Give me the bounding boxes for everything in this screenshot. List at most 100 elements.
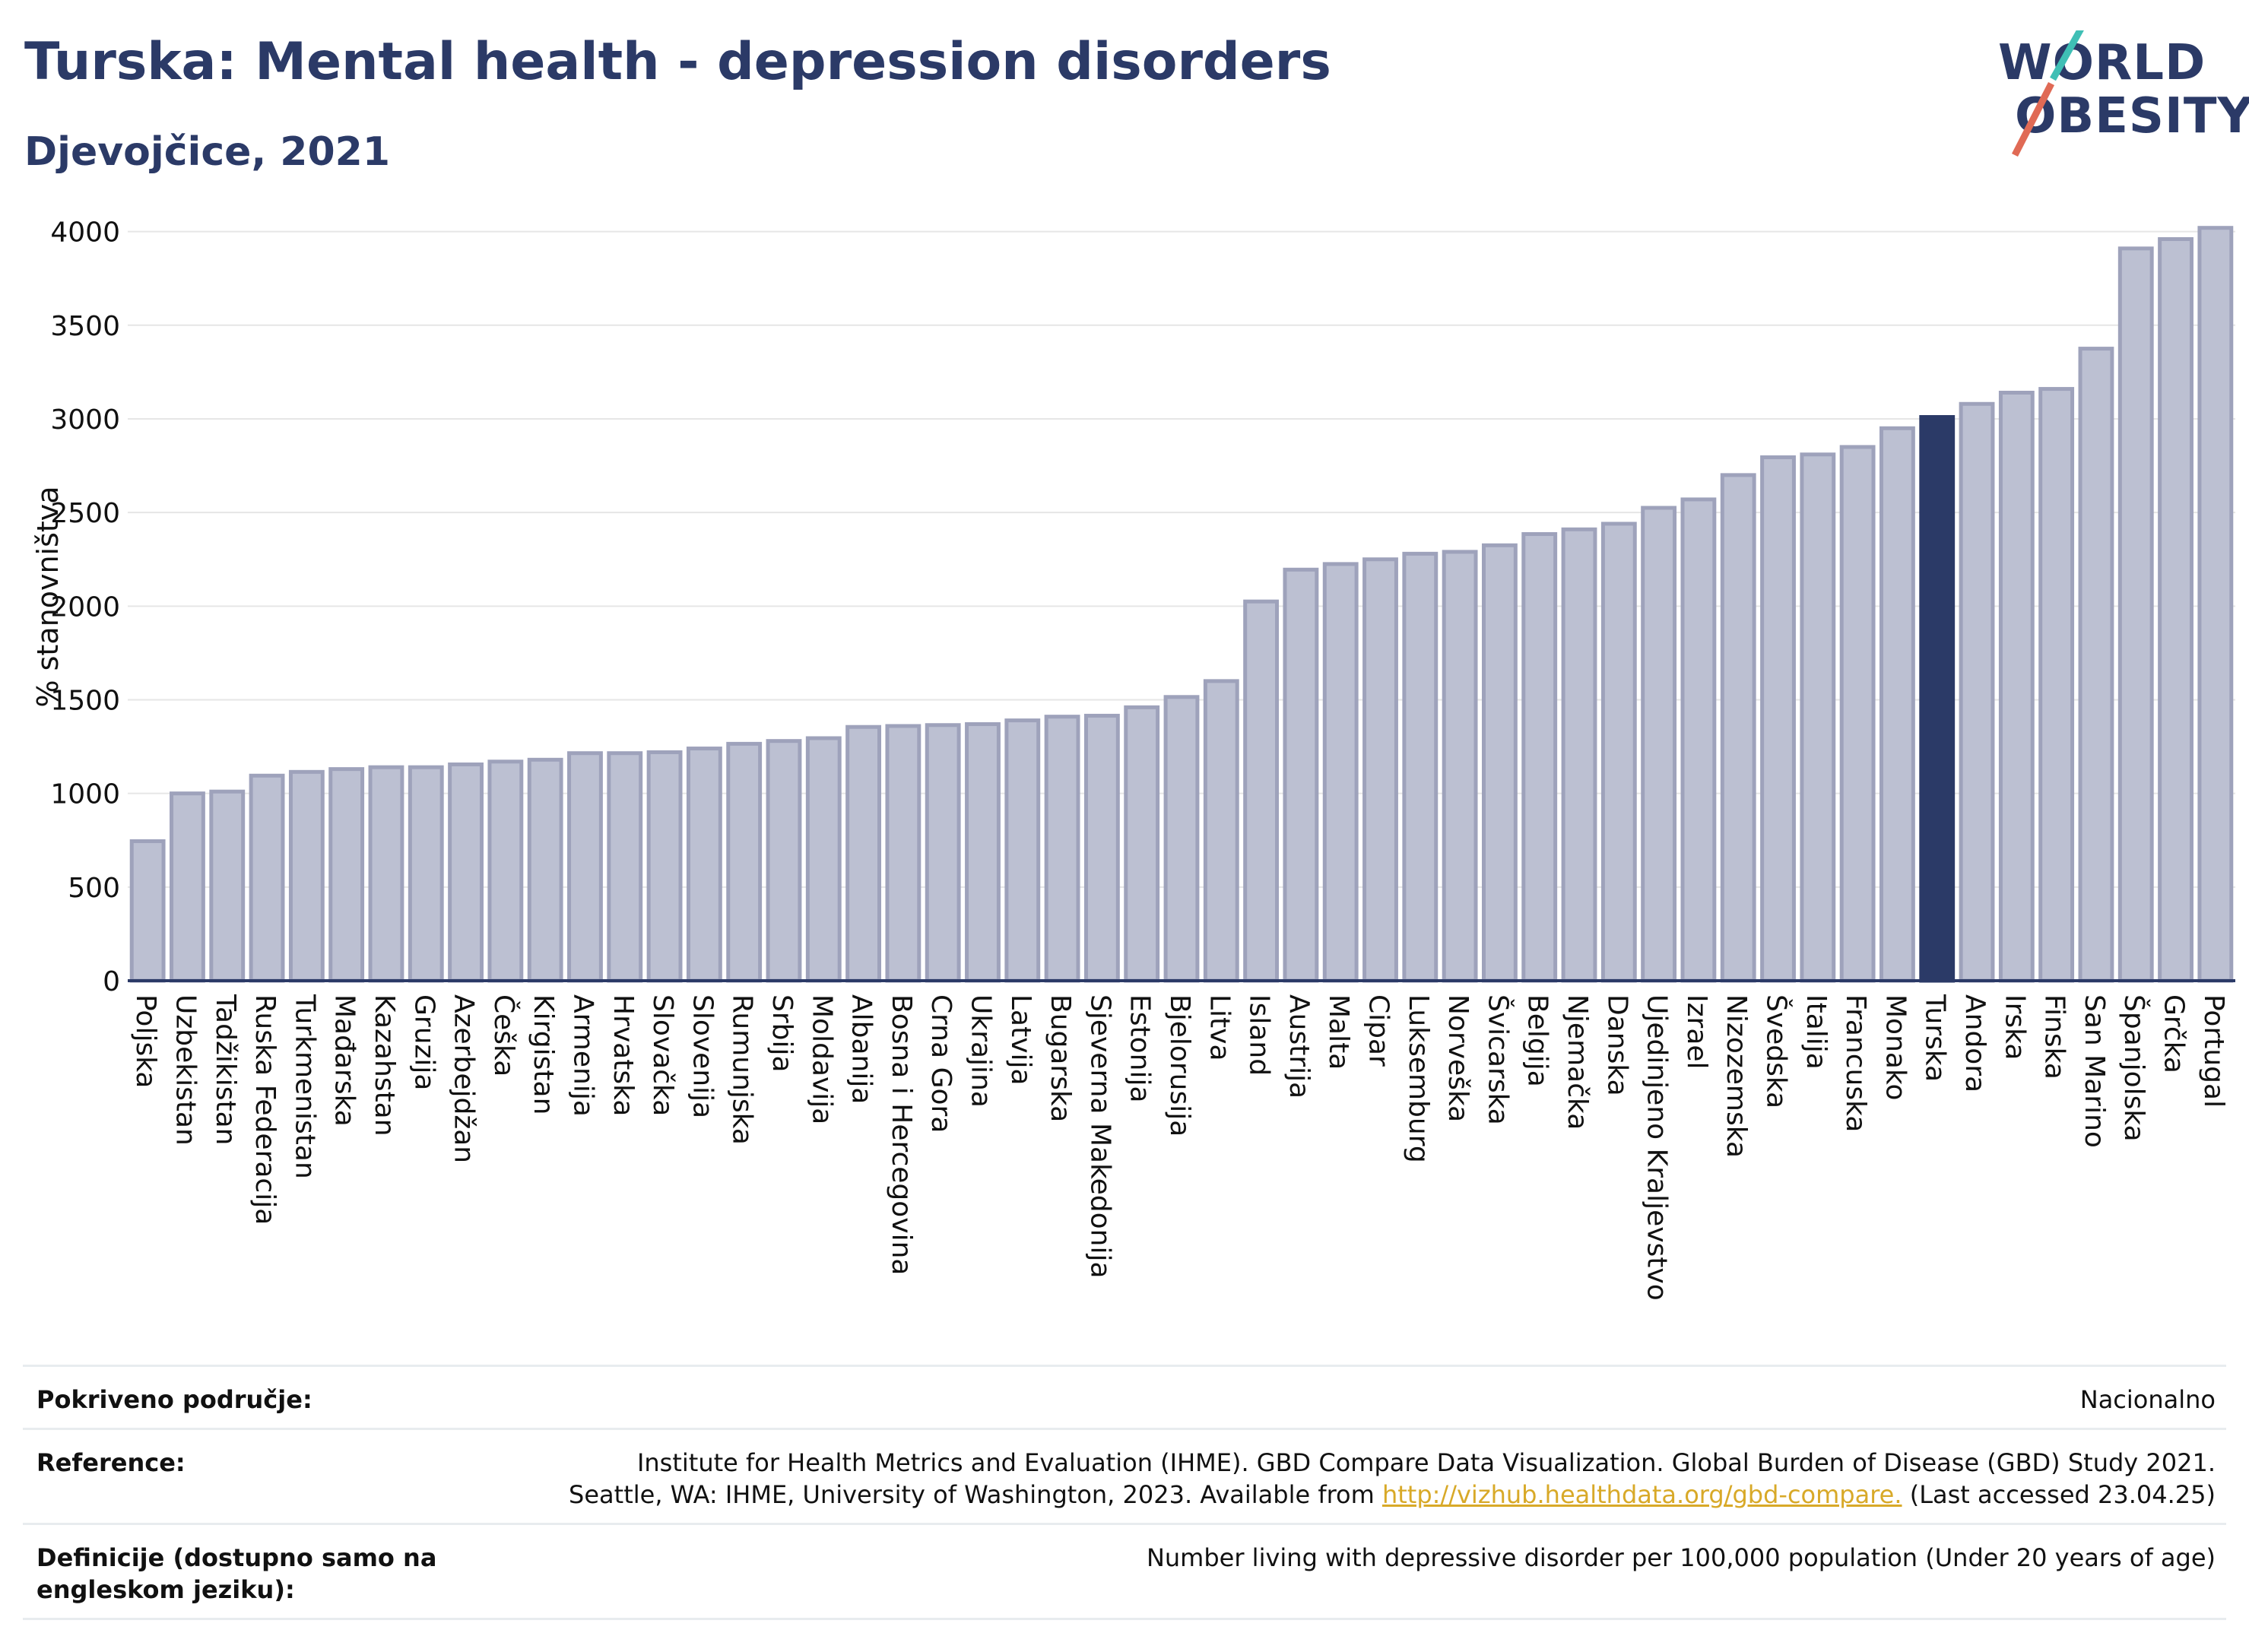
x-tick-label: Estonija [1124,994,1156,1103]
y-tick-label: 1500 [50,685,120,716]
x-tick-label: Njemačka [1562,994,1593,1130]
x-tick-label: Rumunjska [727,994,758,1145]
x-tick-label: Tadžikistan [210,994,241,1145]
bar [1680,497,1717,983]
bar [1083,713,1120,983]
bar [845,725,882,983]
x-tick-label: Kirgistan [528,994,559,1115]
x-tick-label: Francuska [1840,994,1871,1132]
bar [1362,557,1398,983]
x-tick-label: Španjolska [2118,994,2150,1142]
x-tick-label: Srbija [766,994,798,1073]
x-tick-label: Sjeverna Makedonija [1084,994,1115,1279]
y-tick-labels: 0 500 1000 1500 2000 2500 3000 3500 4000 [50,217,120,997]
x-tick-label: Danska [1601,994,1632,1096]
x-tick-label: Monako [1879,994,1911,1101]
bar [607,751,643,983]
reference-line-1: Institute for Health Metrics and Evaluat… [636,1448,2216,1477]
x-tick-label: Hrvatska [607,994,639,1116]
x-tick-label: Bugarska [1045,994,1076,1122]
reference-label: Reference: [36,1448,186,1477]
bars [129,226,2234,983]
x-tick-label: Norveška [1442,994,1473,1122]
bar [368,765,404,983]
x-tick-label: Albanija [846,994,877,1104]
reference-value: Institute for Health Metrics and Evaluat… [569,1447,2216,1511]
bar [129,839,166,983]
x-tick-label: Malta [1323,994,1354,1070]
bar [1879,426,1915,983]
reference-line-2-text: Seattle, WA: IHME, University of Washing… [569,1480,1382,1509]
y-tick-label: 2000 [50,591,120,623]
x-tick-label: Bosna i Hercegovina [886,994,917,1275]
bar [1720,473,1756,983]
x-tick-label: Crna Gora [925,994,956,1133]
bar [1600,522,1637,983]
bar [2197,226,2234,983]
x-tick-label: Azerbejdžan [449,994,480,1163]
x-tick-label: Moldavija [806,994,837,1124]
x-tick-label: Bjelorusija [1164,994,1195,1137]
x-tick-label: Cipar [1363,994,1394,1067]
coverage-label: Pokriveno područje: [36,1385,312,1414]
logo-line-2: OBESITY [2015,88,2249,144]
y-axis-label: % stanovništva [31,486,65,707]
bar [1800,452,1836,983]
reference-accessed: (Last accessed 23.04.25) [1902,1480,2216,1509]
x-tick-label: San Marino [2079,994,2110,1148]
x-tick-label: Kazahstan [369,994,400,1137]
x-tick-label: Belgija [1522,994,1553,1087]
page-subtitle: Djevojčice, 2021 [24,129,391,175]
bar [1283,567,1319,983]
x-tick-label: Ukrajina [965,994,996,1108]
bar [1998,390,2035,983]
bar [408,765,444,983]
bar [249,773,285,983]
bar [686,747,722,983]
x-tick-label: Italija [1800,994,1832,1070]
x-tick-label: Austrija [1283,994,1315,1099]
bar [328,767,365,983]
bar [1481,543,1518,983]
bar [1919,415,1956,983]
x-tick-label: Luksemburg [1403,994,1434,1163]
bar [1959,401,1995,983]
y-tick-label: 1000 [50,779,120,810]
bar [1322,562,1359,983]
x-tick-label: Slovenija [687,994,718,1118]
bar [1163,695,1200,983]
x-tick-label: Armenija [567,994,598,1117]
bar [1203,679,1239,983]
y-tick-label: 2500 [50,498,120,529]
bar [1243,599,1280,983]
logo-slash-icon [2011,30,2084,157]
bar [527,757,563,983]
x-tick-label: Turska [1920,994,1951,1082]
bar [567,751,603,983]
bar [646,750,683,983]
logo-line-1: WORLD [1998,35,2206,91]
bar [1442,550,1478,983]
bar [925,723,961,983]
x-tick-label: Litva [1204,994,1235,1061]
x-tick-label: Nizozemska [1721,994,1752,1158]
bar [209,789,246,983]
bar [2038,387,2075,983]
x-tick-label: Portugal [2198,994,2229,1108]
reference-line-2: Seattle, WA: IHME, University of Washing… [569,1479,2216,1511]
x-tick-label: Slovačka [647,994,678,1116]
x-tick-label: Grčka [2159,994,2190,1073]
bar [170,791,205,983]
bar [726,741,763,983]
x-tick-label: Turkmenistan [289,994,320,1179]
x-tick-label: Poljska [130,994,161,1089]
reference-link[interactable]: http://vizhub.healthdata.org/gbd-compare… [1381,1480,1902,1509]
definition-value: Number living with depressive disorder p… [1146,1543,2216,1572]
x-tick-label: Mađarska [329,994,360,1127]
x-tick-label: Irska [1999,994,2030,1060]
x-tick-label: Uzbekistan [170,994,201,1146]
bar [2078,347,2114,983]
y-tick-label: 0 [103,966,120,997]
page-title: Turska: Mental health - depression disor… [24,32,1331,92]
y-tick-label: 3000 [50,404,120,436]
